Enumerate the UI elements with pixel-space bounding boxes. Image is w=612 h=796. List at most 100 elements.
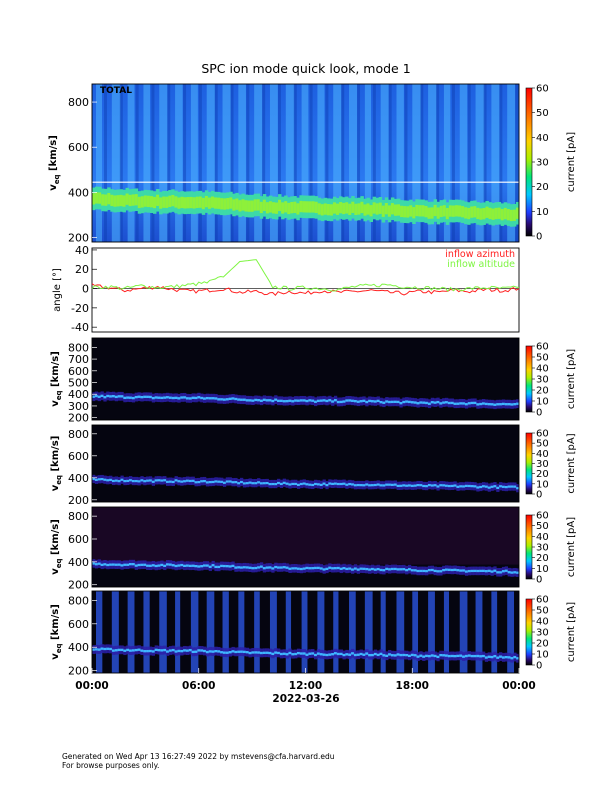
beam-core bbox=[419, 484, 423, 487]
beam-core bbox=[319, 653, 323, 656]
spectrogram-stripe-dark bbox=[230, 84, 234, 242]
beam-core bbox=[487, 403, 491, 406]
beam-core bbox=[153, 196, 157, 209]
beam-core bbox=[122, 195, 126, 207]
beam-core bbox=[333, 399, 338, 402]
beam-core bbox=[228, 397, 232, 400]
beam-core bbox=[402, 568, 406, 571]
beam-core bbox=[247, 200, 251, 212]
beam-core bbox=[104, 194, 108, 206]
colorbar-tick-label: 60 bbox=[536, 511, 549, 522]
beam-core bbox=[265, 481, 269, 485]
beam-core bbox=[384, 203, 389, 215]
colorbar-tick-label: 20 bbox=[536, 386, 549, 397]
beam-core bbox=[103, 478, 107, 481]
beam-core bbox=[510, 657, 514, 660]
beam-core bbox=[288, 567, 292, 570]
spectrogram-stripe bbox=[96, 84, 103, 242]
beam-core bbox=[126, 563, 130, 566]
beam-core bbox=[242, 650, 247, 654]
beam-core bbox=[262, 398, 267, 402]
beam-core bbox=[231, 397, 235, 400]
beam-core bbox=[376, 567, 380, 571]
beam-core bbox=[254, 398, 258, 402]
beam-core bbox=[110, 194, 114, 207]
beam-core bbox=[362, 399, 366, 403]
beam-core bbox=[177, 197, 181, 209]
beam-core bbox=[245, 399, 249, 402]
beam-core bbox=[194, 396, 198, 400]
beam-core bbox=[430, 654, 434, 657]
beam-core bbox=[288, 399, 292, 402]
beam-core bbox=[516, 657, 520, 660]
beam-core bbox=[111, 479, 116, 483]
y-tick-label: 600 bbox=[68, 618, 89, 631]
beam-core bbox=[143, 650, 147, 653]
beam-core bbox=[418, 205, 422, 217]
beam-core bbox=[117, 480, 121, 483]
y-tick-label: 800 bbox=[68, 510, 89, 523]
beam-core bbox=[348, 399, 352, 402]
beam-core bbox=[325, 567, 329, 571]
beam-core bbox=[163, 648, 167, 652]
beam-core bbox=[168, 649, 173, 652]
colorbar-tick-label: 30 bbox=[536, 375, 549, 386]
beam-core bbox=[316, 652, 321, 655]
beam-core bbox=[336, 482, 341, 486]
beam-core bbox=[513, 403, 517, 406]
beam-core bbox=[388, 568, 392, 571]
beam-core bbox=[185, 479, 190, 482]
y-tick-label: 400 bbox=[68, 556, 89, 569]
beam-core bbox=[497, 207, 502, 219]
beam-core bbox=[393, 483, 397, 486]
beam-core bbox=[348, 482, 352, 486]
beam-core bbox=[284, 201, 288, 213]
spectrogram-stripe bbox=[143, 591, 150, 673]
spectrogram-stripe bbox=[507, 591, 515, 673]
y-tick-label: 400 bbox=[68, 472, 89, 485]
spectrogram-stripe bbox=[333, 591, 339, 673]
spectrogram-stripe bbox=[301, 84, 309, 242]
beam-core bbox=[279, 652, 284, 656]
beam-core bbox=[454, 205, 459, 217]
beam-core bbox=[458, 205, 462, 217]
beam-core bbox=[134, 395, 138, 399]
beam-core bbox=[151, 564, 156, 567]
beam-core bbox=[160, 563, 164, 567]
beam-core bbox=[479, 402, 483, 406]
beam-core bbox=[333, 567, 338, 570]
beam-core bbox=[271, 652, 275, 656]
beam-core bbox=[462, 485, 466, 488]
beam-core bbox=[501, 656, 506, 659]
colorbar bbox=[525, 87, 533, 237]
beam-core bbox=[407, 400, 412, 404]
beam-core bbox=[504, 569, 509, 572]
y-axis-label: angle [°] bbox=[52, 268, 63, 312]
beam-core bbox=[314, 653, 318, 657]
beam-core bbox=[390, 203, 395, 215]
beam-core bbox=[188, 397, 193, 400]
beam-core bbox=[305, 483, 309, 486]
beam-core bbox=[436, 485, 440, 488]
beam-core bbox=[123, 396, 127, 400]
spectrogram-stripe bbox=[428, 84, 437, 242]
beam-core bbox=[194, 650, 198, 653]
beam-core bbox=[314, 566, 318, 570]
plot-frame bbox=[91, 247, 520, 333]
beam-core bbox=[257, 651, 261, 654]
beam-core bbox=[410, 484, 415, 487]
spectrogram-stripe-dark bbox=[214, 84, 218, 242]
spectrogram-stripe bbox=[349, 591, 356, 673]
beam-core bbox=[231, 564, 235, 568]
beam-core bbox=[183, 564, 187, 567]
beam-core bbox=[487, 486, 491, 489]
beam-core bbox=[499, 403, 503, 406]
panel-label-total: TOTAL bbox=[100, 86, 132, 96]
beam-core bbox=[348, 567, 352, 570]
beam-core bbox=[345, 399, 349, 402]
beam-core bbox=[244, 200, 248, 212]
beam-core bbox=[282, 400, 286, 403]
colorbar-tick-label: 10 bbox=[536, 564, 549, 575]
beam-core bbox=[207, 197, 212, 209]
beam-core bbox=[323, 203, 328, 215]
